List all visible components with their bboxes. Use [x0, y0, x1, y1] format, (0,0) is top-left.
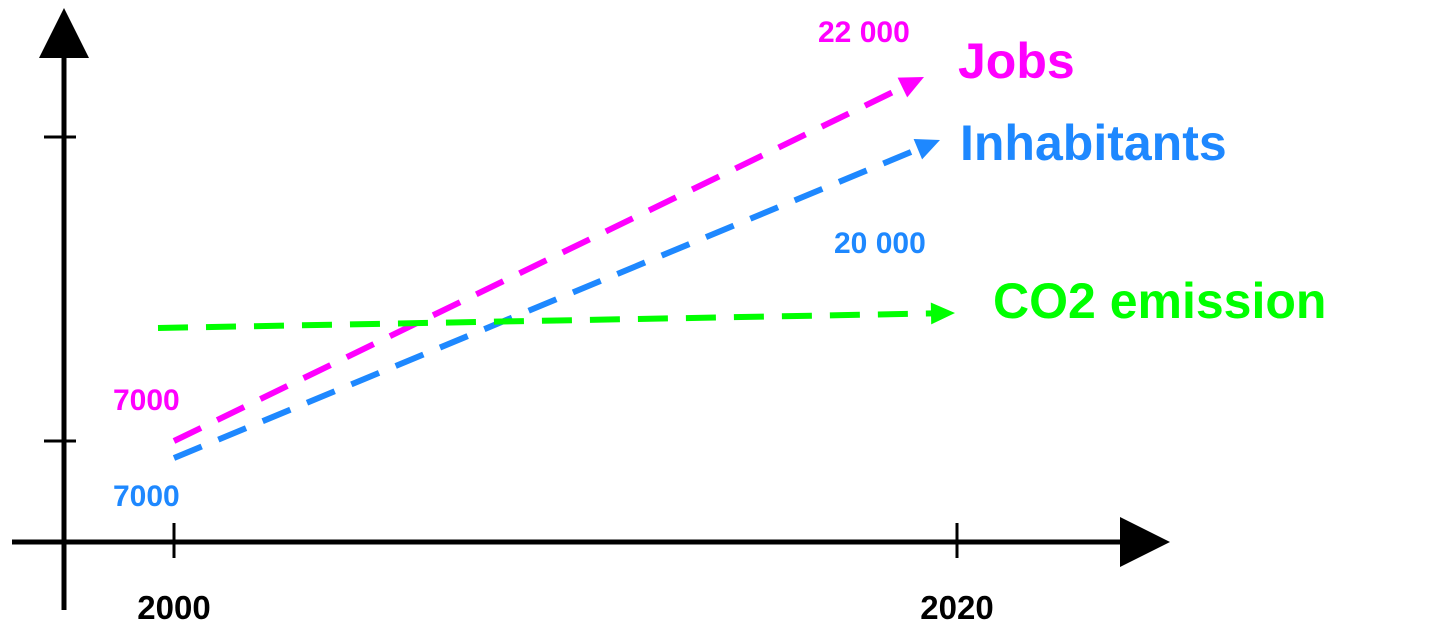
series-end-label-jobs: 22 000	[818, 16, 910, 49]
series-end-label-inhabitants: 20 000	[834, 227, 926, 260]
series-start-label-inhabitants: 7000	[113, 480, 180, 513]
x-tick-label-2020: 2020	[920, 589, 993, 623]
series-start-label-jobs: 7000	[113, 384, 180, 417]
series-line-inhabitants	[172, 144, 923, 461]
series-arrowhead-co2-emission	[930, 302, 955, 325]
series-name-co2-emission: CO2 emission	[993, 273, 1326, 329]
series-line-jobs	[172, 83, 908, 444]
series-name-jobs: Jobs	[958, 33, 1075, 89]
series-arrowhead-jobs	[897, 77, 924, 98]
series-name-inhabitants: Inhabitants	[960, 115, 1227, 171]
series-line-co2-emission	[157, 310, 936, 331]
x-tick-label-2000: 2000	[137, 589, 210, 623]
series-arrowhead-inhabitants	[913, 139, 940, 160]
